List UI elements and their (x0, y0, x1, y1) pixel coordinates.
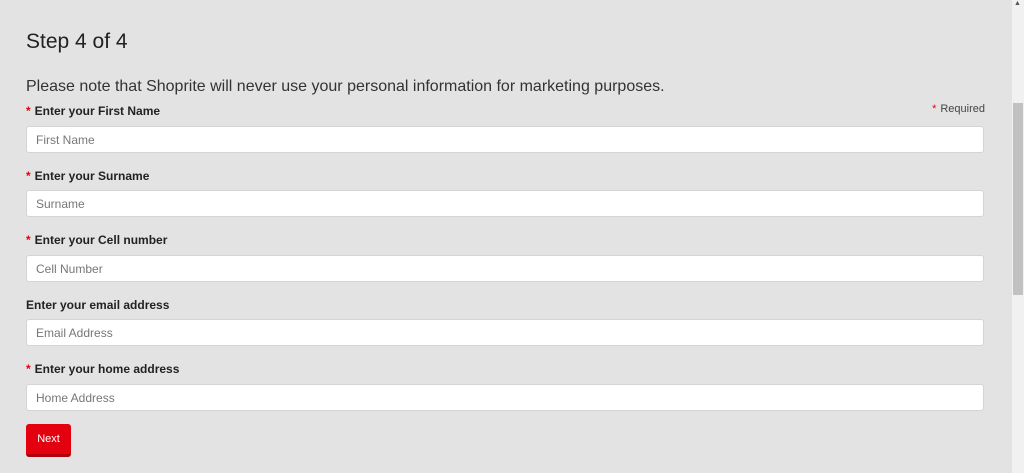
required-star: * (26, 362, 31, 376)
first-name-label: * Enter your First Name (26, 104, 160, 118)
scrollbar-thumb[interactable] (1013, 103, 1023, 295)
label-text: Enter your First Name (34, 104, 161, 118)
email-label: Enter your email address (26, 298, 169, 312)
first-name-input[interactable] (26, 126, 984, 153)
next-button[interactable]: Next (26, 424, 71, 457)
surname-input[interactable] (26, 190, 984, 217)
required-legend: * Required (932, 103, 985, 115)
required-star: * (932, 103, 937, 115)
email-input[interactable] (26, 319, 984, 346)
home-address-input[interactable] (26, 384, 984, 411)
label-text: Enter your Surname (34, 169, 150, 183)
required-star: * (26, 169, 31, 183)
home-address-label: * Enter your home address (26, 362, 179, 376)
required-text: Required (940, 103, 985, 115)
label-text: Enter your home address (34, 362, 180, 376)
scroll-up-arrow-icon[interactable]: ▲ (1014, 0, 1021, 7)
page-title: Step 4 of 4 (26, 30, 128, 53)
surname-label: * Enter your Surname (26, 169, 149, 183)
cell-number-label: * Enter your Cell number (26, 233, 167, 247)
privacy-note: Please note that Shoprite will never use… (26, 78, 665, 95)
label-text: Enter your email address (26, 298, 170, 312)
required-star: * (26, 104, 31, 118)
required-star: * (26, 233, 31, 247)
label-text: Enter your Cell number (34, 233, 168, 247)
cell-number-input[interactable] (26, 255, 984, 282)
scrollbar[interactable]: ▲ (1012, 0, 1024, 473)
